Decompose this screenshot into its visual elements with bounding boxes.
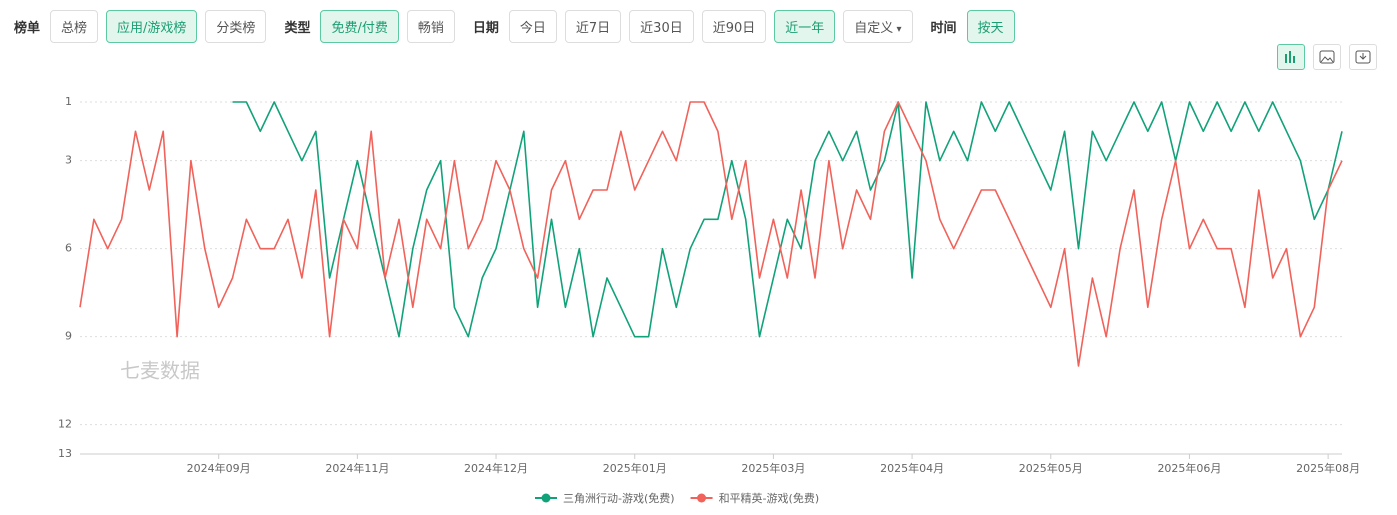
download-icon bbox=[1355, 50, 1371, 64]
filter-group: 日期 今日 近7日 近30日 近90日 近一年 自定义 ▾ bbox=[469, 9, 921, 43]
filter-button[interactable]: 近30日 bbox=[629, 9, 694, 43]
y-tick-label: 12 bbox=[58, 418, 72, 431]
legend-label: 和平精英-游戏(免费) bbox=[719, 491, 820, 505]
x-tick-label: 2025年08月 bbox=[1296, 461, 1360, 475]
x-tick-label: 2025年03月 bbox=[741, 461, 805, 475]
x-tick-label: 2024年12月 bbox=[464, 461, 528, 475]
filter-button[interactable]: 近90日 bbox=[701, 9, 767, 43]
bar-icon bbox=[1285, 51, 1295, 63]
toolbar bbox=[1277, 44, 1377, 70]
filter-group: 榜单 总榜 应用/游戏榜 分类榜 bbox=[10, 9, 274, 43]
filter-button[interactable]: 畅销 bbox=[406, 9, 455, 43]
filter-button[interactable]: 近7日 bbox=[564, 9, 622, 43]
y-tick-label: 13 bbox=[58, 447, 72, 460]
x-tick-label: 2024年09月 bbox=[187, 461, 251, 475]
watermark: 七麦数据 bbox=[120, 359, 200, 383]
x-tick-label: 2025年01月 bbox=[603, 461, 667, 475]
series-line bbox=[232, 101, 1343, 338]
x-tick-label: 2025年06月 bbox=[1157, 461, 1221, 475]
filter-label: 类型 bbox=[284, 20, 311, 36]
filter-label: 时间 bbox=[930, 20, 957, 36]
filter-group: 类型 免费/付费 畅销 bbox=[280, 9, 462, 43]
legend-swatch bbox=[697, 493, 707, 503]
y-tick-label: 9 bbox=[65, 330, 72, 343]
legend-label: 三角洲行动-游戏(免费) bbox=[563, 491, 675, 505]
legend-item[interactable]: 和平精英-游戏(免费) bbox=[690, 491, 820, 505]
y-tick-label: 1 bbox=[65, 95, 72, 108]
filter-button[interactable]: 分类榜 bbox=[205, 9, 267, 43]
filter-label: 日期 bbox=[472, 20, 499, 36]
y-tick-label: 6 bbox=[65, 242, 72, 255]
filter-bar: 榜单 总榜 应用/游戏榜 分类榜 类型 免费/付费 畅销 日期 今日 近7日 近30日 近90日 近一年… bbox=[10, 9, 1029, 43]
save-image[interactable] bbox=[1313, 44, 1341, 70]
x-tick-label: 2025年04月 bbox=[880, 461, 944, 475]
filter-button[interactable]: 按天 bbox=[966, 9, 1015, 43]
filter-button[interactable]: 免费/付费 bbox=[320, 9, 399, 43]
image-icon bbox=[1319, 50, 1335, 64]
filter-button[interactable]: 总榜 bbox=[50, 9, 99, 43]
filter-button[interactable]: 自定义 ▾ bbox=[843, 9, 913, 43]
x-tick-label: 2025年05月 bbox=[1019, 461, 1083, 475]
legend-swatch bbox=[541, 493, 551, 503]
chart-type-toggle[interactable] bbox=[1277, 44, 1305, 70]
filter-group: 时间 按天 bbox=[927, 9, 1023, 43]
legend-item[interactable]: 三角洲行动-游戏(免费) bbox=[535, 491, 675, 505]
filter-button[interactable]: 今日 bbox=[508, 9, 557, 43]
filter-button[interactable]: 近一年 bbox=[774, 9, 836, 43]
y-tick-label: 3 bbox=[65, 154, 72, 167]
series-line bbox=[79, 101, 1343, 367]
filter-button[interactable]: 应用/游戏榜 bbox=[106, 9, 198, 43]
download[interactable] bbox=[1349, 44, 1377, 70]
filter-label: 榜单 bbox=[14, 20, 41, 36]
x-tick-label: 2024年11月 bbox=[325, 461, 389, 475]
